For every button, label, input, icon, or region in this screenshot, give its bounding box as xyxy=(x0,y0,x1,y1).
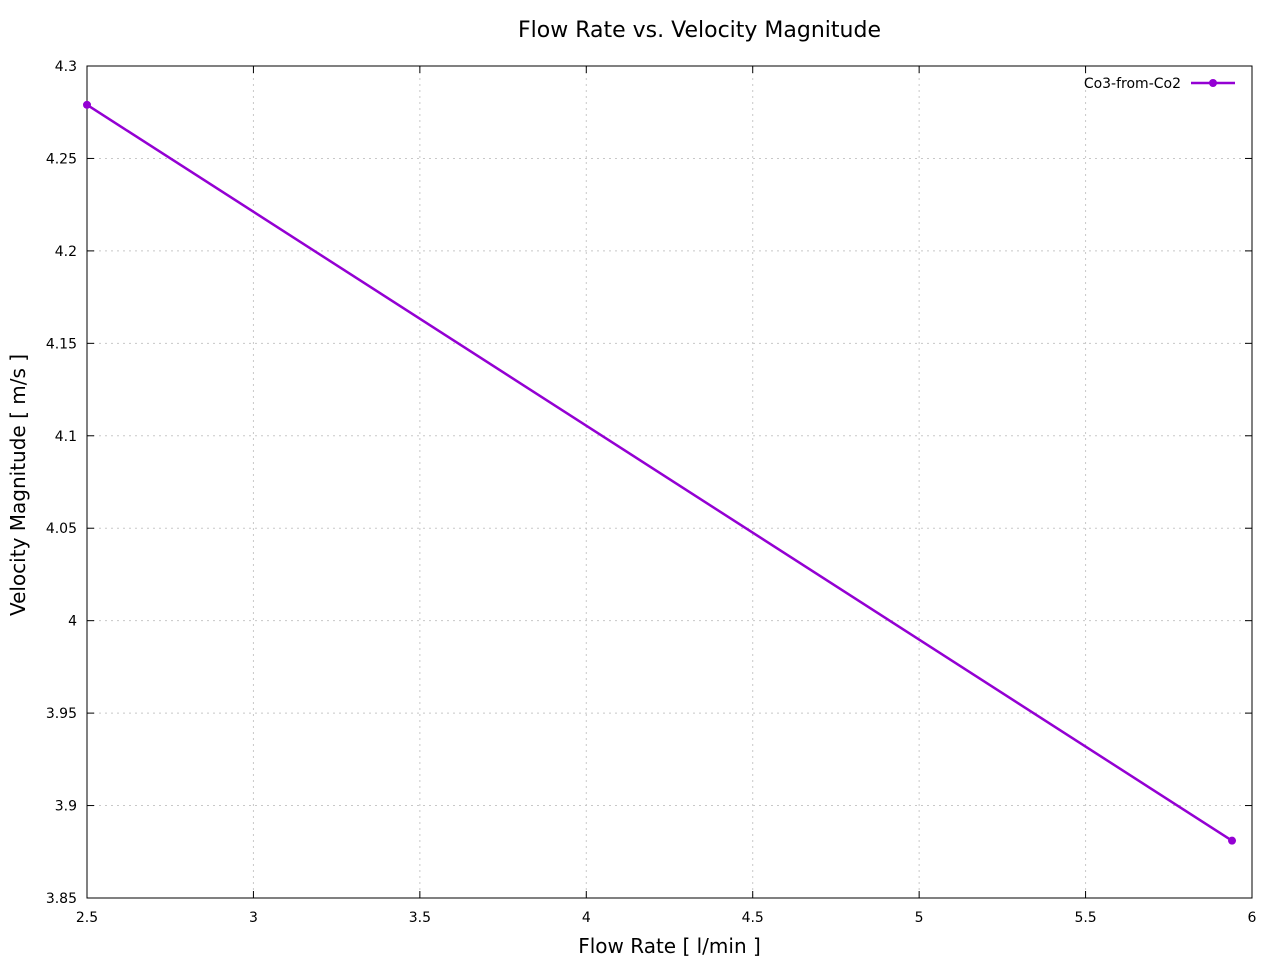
x-tick-label: 5.5 xyxy=(1074,910,1096,926)
data-point xyxy=(1228,836,1237,845)
chart-title: Flow Rate vs. Velocity Magnitude xyxy=(518,18,881,43)
legend-marker xyxy=(1209,79,1217,87)
series-line xyxy=(86,103,1233,842)
grid xyxy=(87,66,1252,898)
x-tick-label: 4 xyxy=(582,910,591,926)
x-tick-label: 3 xyxy=(249,910,258,926)
ticks: 2.5 3 3.5 4 4.5 5 5.5 6 3.85 3.9 3.95 4 4.05 4.1 4.15 4… xyxy=(46,59,1257,926)
y-tick-label: 4.15 xyxy=(46,336,77,352)
y-tick-label: 4.05 xyxy=(46,521,77,537)
y-tick-label: 4.1 xyxy=(55,429,77,445)
y-tick-label: 4 xyxy=(68,614,77,630)
data-point xyxy=(83,100,91,109)
y-tick-label: 3.95 xyxy=(46,706,77,722)
legend: Co3-from-Co2 xyxy=(1084,76,1235,92)
x-tick-label: 4.5 xyxy=(742,910,764,926)
y-tick-label: 3.85 xyxy=(46,891,77,907)
y-tick-label: 4.2 xyxy=(55,244,77,260)
plot-frame xyxy=(86,65,1253,899)
x-tick-label: 2.5 xyxy=(76,910,98,926)
x-tick-label: 6 xyxy=(1248,910,1257,926)
series-layer xyxy=(83,100,1237,845)
x-tick-label: 3.5 xyxy=(409,910,431,926)
x-tick-label: 5 xyxy=(915,910,924,926)
y-axis-label: Velocity Magnitude [ m/s ] xyxy=(6,354,30,616)
x-axis-label: Flow Rate [ l/min ] xyxy=(578,934,761,958)
y-tick-label: 4.25 xyxy=(46,151,77,167)
y-tick-label: 4.3 xyxy=(55,59,77,75)
legend-label: Co3-from-Co2 xyxy=(1084,76,1181,92)
y-tick-label: 3.9 xyxy=(55,799,77,815)
